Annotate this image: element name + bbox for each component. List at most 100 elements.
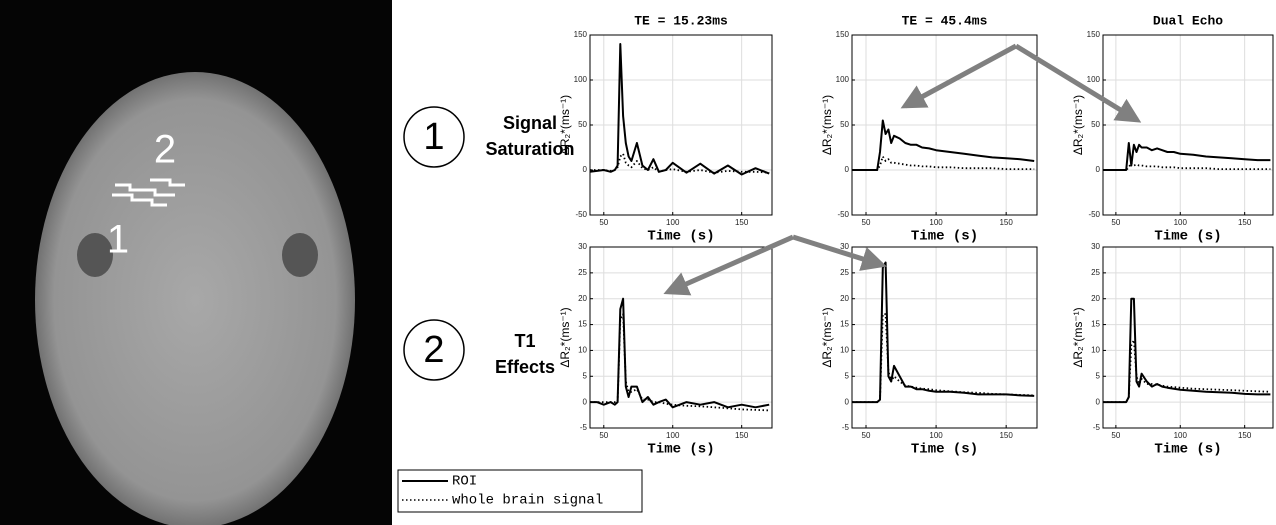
row-label: Saturation [485,139,574,159]
y-tick-label: 50 [1091,120,1100,129]
chart-title: TE = 15.23ms [634,13,728,28]
plot-frame [851,34,1038,216]
y-tick-label: 25 [840,268,849,277]
legend-label: whole brain signal [452,493,603,509]
y-tick-label: 15 [840,320,849,329]
y-tick-label: 25 [578,268,587,277]
x-tick-label: 100 [1174,431,1188,440]
y-axis-label: ΔR₂*(ms⁻¹) [558,95,572,155]
row-label: Signal [503,113,557,133]
y-tick-label: 5 [1096,371,1101,380]
x-tick-label: 50 [599,431,608,440]
x-tick-label: 150 [1238,431,1252,440]
y-tick-label: 100 [574,75,588,84]
y-tick-label: 0 [1096,165,1101,174]
y-tick-label: 30 [578,242,587,251]
y-tick-label: 0 [845,165,850,174]
x-axis-label: Time (s) [911,442,978,458]
row-label: T1 [514,331,535,351]
chart: 50 100 150 -5 0 5 10 15 20 25 30 Time (s) ΔR₂*(ms⁻¹) [820,242,1038,458]
image-label: 2 [154,128,176,172]
x-axis-label: Time (s) [647,229,714,245]
y-tick-label: -5 [580,423,588,432]
y-tick-label: 15 [578,320,587,329]
arrows [663,43,1142,296]
y-tick-label: 15 [1091,320,1100,329]
chart: 50 100 150 -50 0 50 100 150 TE = 15.23ms Time (s)… [558,13,773,245]
chart: 50 100 150 -5 0 5 10 15 20 25 30 Time (s) ΔR₂*(ms⁻¹) [1071,242,1274,458]
x-tick-label: 50 [862,218,871,227]
x-axis-label: Time (s) [1154,229,1221,245]
x-axis-label: Time (s) [911,229,978,245]
arrow [1014,43,1142,123]
plot-frame [851,246,1038,429]
y-tick-label: -5 [842,423,850,432]
y-tick-label: 0 [1096,397,1101,406]
row-number: 2 [423,329,444,371]
plot-area [1103,247,1273,428]
x-tick-label: 100 [666,218,680,227]
plot-frame [1102,246,1274,429]
x-tick-label: 100 [929,431,943,440]
y-tick-label: 10 [840,346,849,355]
x-tick-label: 50 [599,218,608,227]
legend-box [397,469,643,513]
x-tick-label: 50 [1111,431,1120,440]
image-label: 1 [107,218,129,262]
y-tick-label: 50 [840,120,849,129]
y-tick-label: 20 [840,294,849,303]
arrow [663,234,795,296]
x-tick-label: 150 [735,218,749,227]
arrow [900,43,1018,109]
series-line [1103,161,1271,171]
y-tick-label: 0 [583,165,588,174]
y-tick-label: 100 [1087,75,1101,84]
x-tick-label: 150 [999,431,1013,440]
x-tick-label: 150 [1238,218,1252,227]
series-line [1103,297,1271,404]
plot-frame [589,34,773,216]
series-line [852,313,1035,403]
series-line [590,313,770,412]
y-tick-label: 150 [836,30,850,39]
series-line [590,297,770,409]
y-tick-label: 10 [578,346,587,355]
x-tick-label: 50 [862,431,871,440]
row-circle [403,106,465,168]
y-axis-label: ΔR₂*(ms⁻¹) [820,307,834,367]
y-tick-label: 30 [840,242,849,251]
y-tick-label: -5 [1093,423,1101,432]
y-tick-label: 20 [578,294,587,303]
row-circle [403,319,465,381]
mri-ventricle [282,233,318,277]
y-axis-label: ΔR₂*(ms⁻¹) [1071,95,1085,155]
y-axis-label: ΔR₂*(ms⁻¹) [558,307,572,367]
y-tick-label: 10 [1091,346,1100,355]
y-tick-label: 50 [578,120,587,129]
x-tick-label: 100 [666,431,680,440]
chart: 50 100 150 -50 0 50 100 150 TE = 45.4ms Time (s) Δ… [820,13,1038,245]
x-tick-label: 100 [1174,218,1188,227]
arrow [792,234,887,271]
plot-frame [589,246,773,429]
x-tick-label: 150 [735,431,749,440]
row-number: 1 [423,116,444,158]
y-axis-label: ΔR₂*(ms⁻¹) [820,95,834,155]
y-tick-label: 5 [583,371,588,380]
y-tick-label: 20 [1091,294,1100,303]
y-tick-label: 150 [1087,30,1101,39]
y-tick-label: 100 [836,75,850,84]
y-tick-label: 25 [1091,268,1100,277]
legend-label: ROI [452,474,477,490]
roi-outline [112,178,185,207]
chart: 50 100 150 -5 0 5 10 15 20 25 30 Time (s) ΔR₂*(ms⁻¹) [558,242,773,458]
plot-frame [1102,34,1274,216]
series-line [1103,339,1271,403]
mri-ventricle [77,233,113,277]
x-tick-label: 100 [929,218,943,227]
y-tick-label: 5 [845,371,850,380]
chart-title: Dual Echo [1153,13,1223,28]
y-tick-label: -50 [837,210,849,219]
